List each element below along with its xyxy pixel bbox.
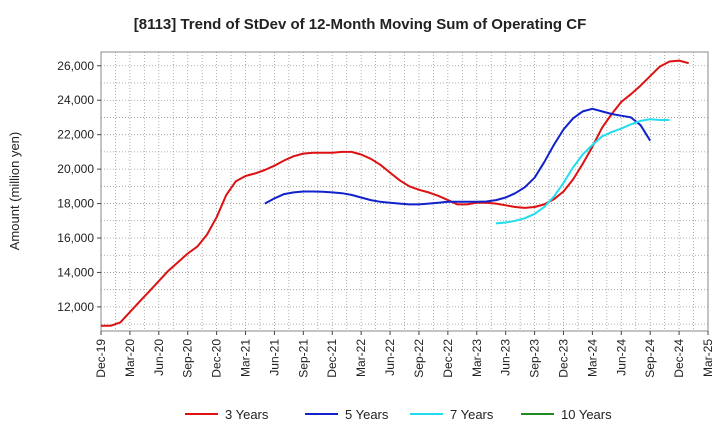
x-tick-label: Dec-23 [556,339,570,378]
x-tick-label: Mar-25 [701,339,715,377]
x-tick-label: Jun-22 [383,339,397,376]
legend-item-7-years: 7 Years [410,407,494,422]
x-tick-label: Mar-23 [470,339,484,377]
y-axis-label: Amount (million yen) [7,132,22,251]
legend-item-5-years: 5 Years [305,407,389,422]
x-tick-label: Dec-24 [672,339,686,378]
x-tick-label: Jun-24 [614,339,628,376]
x-tick-label: Sep-24 [643,339,657,378]
y-tick-label: 26,000 [57,59,94,73]
legend-item-10-years: 10 Years [521,407,612,422]
x-tick-label: Dec-21 [325,339,339,378]
legend-label: 10 Years [561,407,612,422]
y-tick-label: 12,000 [57,300,94,314]
legend: 3 Years 5 Years 7 Years 10 Years [185,407,612,422]
x-tick-label: Dec-22 [441,339,455,378]
x-tick-label: Mar-22 [354,339,368,377]
x-tick-label: Jun-23 [499,339,513,376]
y-tick-label: 16,000 [57,231,94,245]
y-tick-label: 22,000 [57,128,94,142]
series-lines [101,59,689,327]
series-line-7-years [495,118,670,225]
grid [100,52,709,331]
series-line-5-years [264,107,652,206]
x-tick-label: Sep-20 [181,339,195,378]
legend-item-3-years: 3 Years [185,407,269,422]
x-tick-label: Sep-23 [528,339,542,378]
x-tick-label: Sep-22 [412,339,426,378]
x-tick-label: Mar-20 [123,339,137,377]
legend-label: 5 Years [345,407,389,422]
y-axis-ticks: 12,000 14,000 16,000 18,000 20,000 22,000 24,0… [57,59,101,314]
y-tick-label: 14,000 [57,265,94,279]
chart-title: [8113] Trend of StDev of 12-Month Moving… [134,16,587,33]
y-tick-label: 24,000 [57,93,94,107]
x-axis-ticks: Dec-19 Mar-20 Jun-20 Sep-20 Dec-20 Mar-21 Jun-… [94,331,715,378]
legend-label: 7 Years [450,407,494,422]
y-tick-label: 18,000 [57,197,94,211]
x-tick-label: Dec-20 [210,339,224,378]
x-tick-label: Jun-21 [267,339,281,376]
series-line-3-years [101,59,689,327]
plot-area-frame [100,51,709,332]
x-tick-label: Mar-21 [239,339,253,377]
x-tick-label: Dec-19 [94,339,108,378]
legend-label: 3 Years [225,407,269,422]
x-tick-label: Sep-21 [296,339,310,378]
x-tick-label: Jun-20 [152,339,166,376]
x-tick-label: Mar-24 [585,339,599,377]
y-tick-label: 20,000 [57,162,94,176]
